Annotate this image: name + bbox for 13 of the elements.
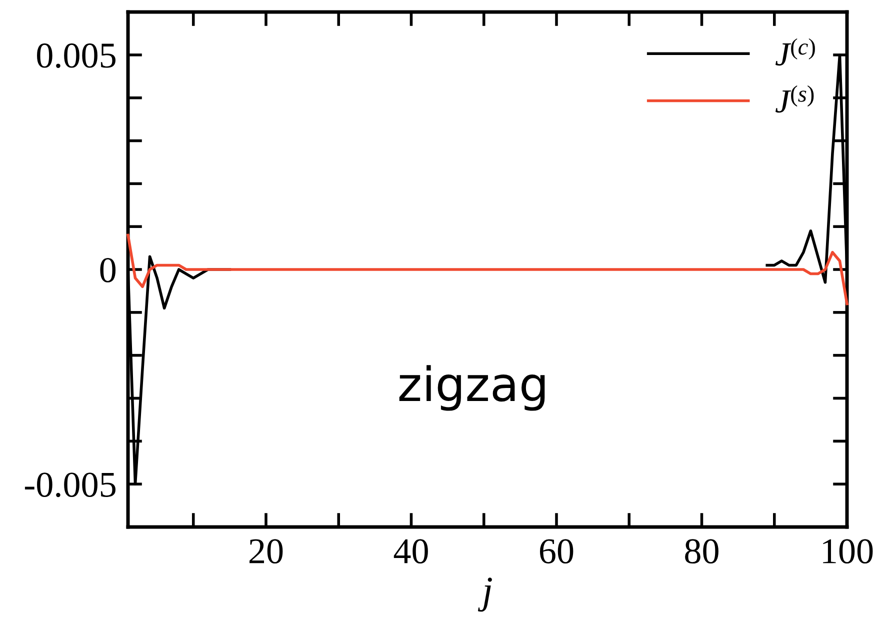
legend-label: J$^{(c)}$ [776,38,815,66]
y-tick-label: 0 [100,258,116,282]
x-tick-label: 20 [250,539,283,564]
y-tick-label: 0.005 [37,43,116,68]
y-tick-label: -0.005 [24,472,116,498]
x-tick-label: 80 [685,539,718,564]
x-tick-label: 100 [823,539,873,564]
line-series [126,234,848,306]
x-tick-label: 60 [540,539,574,564]
x-tick-label: 40 [394,539,428,564]
annotation: zigzag [399,365,545,411]
x-axis-title: j [478,578,492,612]
legend-label: J$^{(s)}$ [776,85,814,113]
